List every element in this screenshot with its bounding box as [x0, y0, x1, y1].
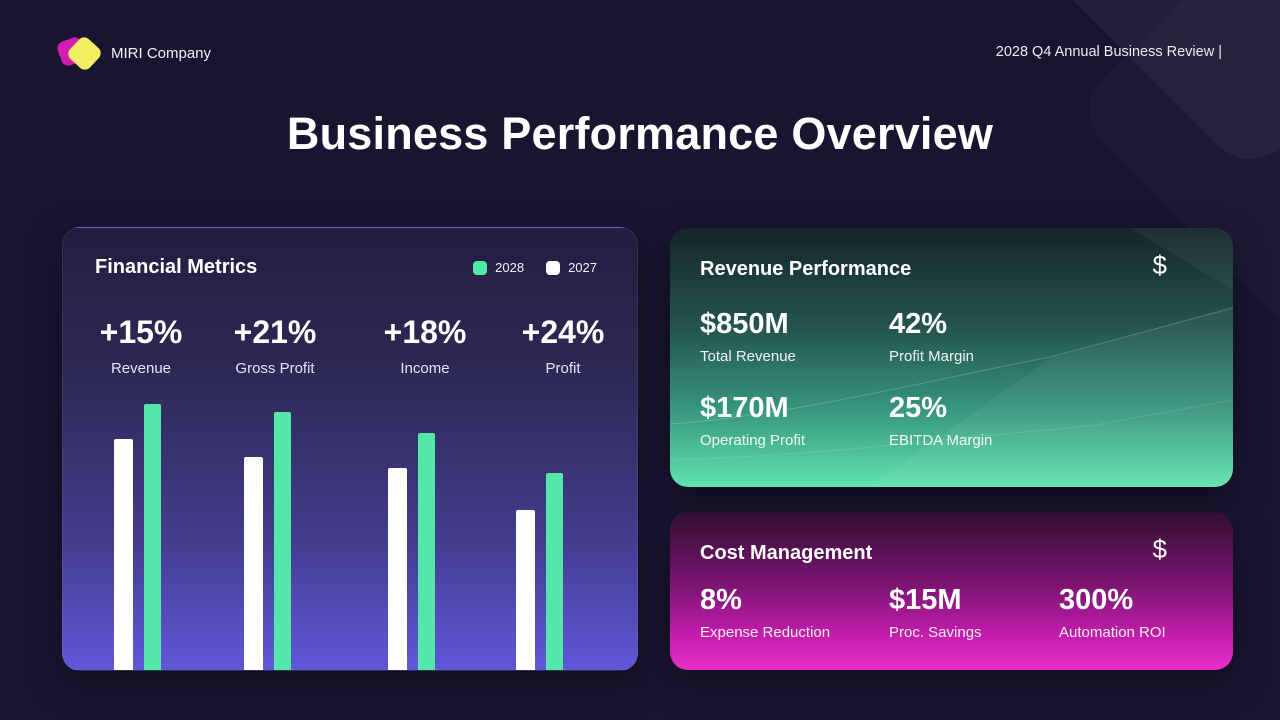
bar-2028-revenue [144, 404, 161, 670]
metric-income-label: Income [400, 360, 450, 377]
legend-label-2028: 2028 [495, 260, 525, 275]
bar-group-gross-profit [244, 412, 291, 670]
legend-label-2027: 2027 [568, 260, 597, 275]
metric-revenue: +15% Revenue [66, 314, 216, 377]
dollar-icon: $ [1152, 534, 1167, 564]
stat-proc-savings-value: $15M [889, 584, 962, 616]
bar-2027-revenue [114, 439, 133, 670]
legend-item-2028: 2028 [473, 260, 524, 275]
financial-metrics-title: Financial Metrics [95, 256, 258, 278]
metric-gross-profit-value: +21% [233, 314, 317, 350]
bar-group-revenue [114, 404, 161, 670]
metric-income-value: +18% [383, 314, 467, 350]
stat-profit-margin-value: 42% [889, 308, 948, 340]
top-bar: MIRI Company 2028 Q4 Annual Business Rev… [0, 0, 1280, 76]
stat-automation-roi: 300% Automation ROI [1059, 584, 1166, 641]
bar-2028-profit [546, 473, 563, 670]
stat-profit-margin: 42% Profit Margin [889, 308, 974, 365]
bar-2028-income [418, 433, 435, 670]
stat-expense-reduction-value: 8% [700, 584, 742, 616]
legend-item-2027: 2027 [546, 260, 597, 275]
page-title: Business Performance Overview [286, 108, 994, 159]
financial-metrics-card: Financial Metrics 2028 2027 +15% Revenue… [62, 227, 638, 671]
legend-chip-2028 [473, 260, 488, 275]
stat-ebitda-margin-value: 25% [889, 392, 948, 424]
dollar-icon: $ [1152, 250, 1167, 280]
stat-proc-savings: $15M Proc. Savings [889, 584, 982, 641]
brand: MIRI Company [55, 33, 212, 73]
header-right-text: 2028 Q4 Annual Business Review | [995, 44, 1222, 60]
bar-2027-profit [516, 510, 535, 670]
metric-profit-label: Profit [545, 360, 581, 377]
metric-profit-value: +24% [521, 314, 605, 350]
financial-metrics-header: Financial Metrics 2028 2027 [63, 228, 637, 279]
brand-name: MIRI Company [111, 44, 212, 62]
stat-expense-reduction: 8% Expense Reduction [700, 584, 830, 641]
bar-chart [63, 404, 637, 670]
stat-operating-profit-value: $170M [700, 392, 789, 424]
company-logo-icon [55, 33, 104, 73]
stat-proc-savings-label: Proc. Savings [889, 624, 982, 642]
stat-total-revenue-value: $850M [700, 308, 789, 340]
stat-expense-reduction-label: Expense Reduction [700, 624, 831, 642]
stat-total-revenue: $850M Total Revenue [700, 308, 796, 365]
metric-gross-profit-label: Gross Profit [235, 360, 315, 377]
stat-operating-profit-label: Operating Profit [700, 432, 806, 450]
cost-management-card: Cost Management $ 8% Expense Reduction $… [670, 512, 1233, 670]
metric-revenue-value: +15% [99, 314, 183, 350]
stat-ebitda-margin-label: EBITDA Margin [889, 432, 993, 450]
stat-ebitda-margin: 25% EBITDA Margin [889, 392, 992, 449]
revenue-performance-card: Revenue Performance $ $850M Total Revenu… [670, 228, 1233, 487]
bar-2027-gross-profit [244, 457, 263, 670]
stat-automation-roi-value: 300% [1059, 584, 1134, 616]
stat-profit-margin-label: Profit Margin [889, 348, 975, 366]
stat-automation-roi-label: Automation ROI [1059, 624, 1166, 642]
metric-profit: +24% Profit [488, 314, 637, 377]
bar-2028-gross-profit [274, 412, 291, 670]
legend-chip-2027 [546, 260, 561, 275]
revenue-card-deco-lines [670, 228, 1233, 487]
stat-total-revenue-label: Total Revenue [700, 348, 796, 366]
bar-group-income [388, 433, 435, 670]
chart-legend: 2028 2027 [473, 260, 597, 275]
revenue-performance-title: Revenue Performance [700, 258, 912, 280]
bar-2027-income [388, 468, 407, 670]
metric-gross-profit: +21% Gross Profit [200, 314, 350, 377]
metric-revenue-label: Revenue [110, 360, 172, 377]
bar-group-profit [516, 473, 563, 670]
stat-operating-profit: $170M Operating Profit [700, 392, 805, 449]
cost-management-title: Cost Management [700, 542, 873, 564]
metric-income: +18% Income [350, 314, 500, 377]
